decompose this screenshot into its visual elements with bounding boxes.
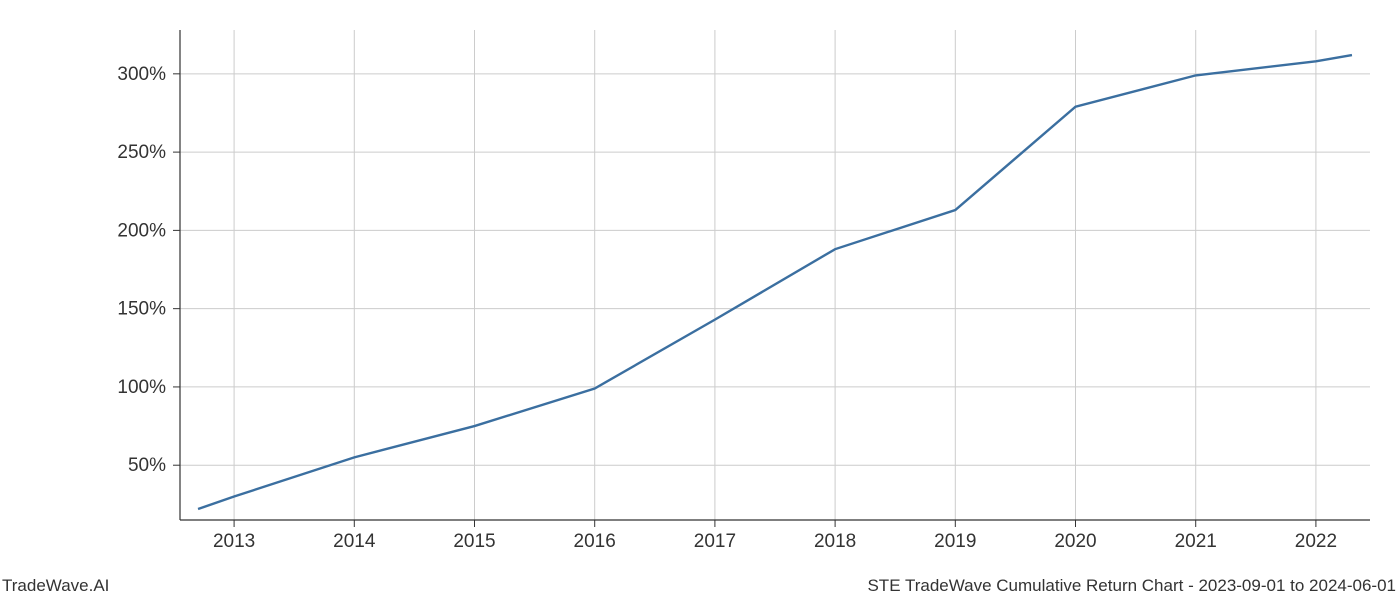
chart-bg	[0, 0, 1400, 600]
x-tick-label: 2013	[213, 531, 255, 552]
x-tick-label: 2021	[1175, 531, 1217, 552]
y-tick-label: 200%	[117, 220, 166, 241]
x-tick-label: 2020	[1054, 531, 1096, 552]
line-chart: 50% 100% 150% 200% 250% 300% 2013 2014 2015 2016 2…	[0, 0, 1400, 600]
x-tick-label: 2022	[1295, 531, 1337, 552]
y-tick-label: 300%	[117, 64, 166, 85]
x-tick-label: 2014	[333, 531, 376, 552]
y-tick-label: 250%	[117, 142, 166, 163]
y-tick-label: 150%	[117, 299, 166, 320]
x-tick-label: 2018	[814, 531, 856, 552]
y-tick-label: 100%	[117, 377, 166, 398]
x-tick-label: 2016	[574, 531, 616, 552]
footer-brand: TradeWave.AI	[2, 576, 109, 596]
y-tick-label: 50%	[128, 455, 166, 476]
x-tick-label: 2015	[453, 531, 495, 552]
x-tick-label: 2019	[934, 531, 976, 552]
chart-container: 50% 100% 150% 200% 250% 300% 2013 2014 2015 2016 2…	[0, 0, 1400, 600]
x-tick-label: 2017	[694, 531, 736, 552]
footer-caption: STE TradeWave Cumulative Return Chart - …	[867, 576, 1396, 596]
